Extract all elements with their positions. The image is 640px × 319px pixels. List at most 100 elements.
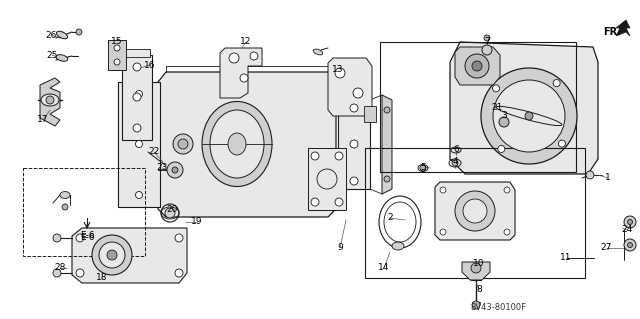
Circle shape	[472, 301, 480, 309]
Circle shape	[335, 152, 343, 160]
Circle shape	[627, 242, 632, 248]
Text: 2: 2	[387, 213, 393, 222]
Circle shape	[624, 239, 636, 251]
Circle shape	[53, 269, 61, 277]
Circle shape	[165, 208, 175, 218]
Circle shape	[172, 167, 178, 173]
Circle shape	[114, 59, 120, 65]
Circle shape	[136, 91, 143, 98]
Circle shape	[62, 204, 68, 210]
Polygon shape	[450, 42, 598, 174]
Circle shape	[240, 74, 248, 82]
Circle shape	[499, 117, 509, 127]
Text: 6: 6	[453, 145, 459, 154]
Circle shape	[335, 68, 345, 78]
Ellipse shape	[392, 242, 404, 250]
Circle shape	[178, 139, 188, 149]
Text: 22: 22	[148, 147, 159, 157]
Polygon shape	[220, 48, 262, 98]
Circle shape	[136, 140, 143, 147]
Text: 21: 21	[492, 102, 502, 112]
Text: 25: 25	[46, 50, 58, 60]
Polygon shape	[72, 228, 187, 283]
Ellipse shape	[228, 133, 246, 155]
Circle shape	[133, 93, 141, 101]
Text: 8: 8	[476, 286, 482, 294]
Circle shape	[420, 165, 426, 171]
Text: 20: 20	[166, 205, 178, 214]
Circle shape	[76, 234, 84, 242]
Ellipse shape	[60, 191, 70, 198]
Polygon shape	[435, 182, 515, 240]
Polygon shape	[40, 78, 60, 126]
Bar	[308, 148, 346, 210]
Circle shape	[99, 242, 125, 268]
Text: 23: 23	[156, 164, 168, 173]
Circle shape	[76, 269, 84, 277]
Circle shape	[472, 61, 482, 71]
Bar	[338, 100, 370, 189]
Text: E-6: E-6	[80, 231, 94, 240]
Circle shape	[471, 263, 481, 273]
Circle shape	[504, 187, 510, 193]
Circle shape	[350, 177, 358, 185]
Polygon shape	[158, 72, 336, 217]
Circle shape	[136, 191, 143, 198]
Circle shape	[53, 234, 61, 242]
Circle shape	[46, 96, 54, 104]
Circle shape	[553, 79, 560, 86]
Text: 14: 14	[378, 263, 390, 272]
Circle shape	[92, 235, 132, 275]
Ellipse shape	[41, 94, 59, 106]
Text: FR.: FR.	[603, 27, 621, 37]
Polygon shape	[382, 95, 392, 194]
Text: 5: 5	[420, 162, 426, 172]
Text: 11: 11	[560, 254, 572, 263]
Circle shape	[493, 80, 565, 152]
Circle shape	[107, 250, 117, 260]
Circle shape	[484, 35, 490, 41]
Circle shape	[493, 85, 500, 92]
Bar	[23, 168, 145, 256]
Text: 1: 1	[605, 174, 611, 182]
Bar	[108, 40, 126, 70]
Text: 18: 18	[96, 273, 108, 283]
Circle shape	[481, 68, 577, 164]
Text: 3: 3	[501, 110, 507, 120]
Circle shape	[463, 199, 487, 223]
Text: 28: 28	[54, 263, 66, 272]
Ellipse shape	[313, 49, 323, 55]
Text: 9: 9	[337, 243, 343, 253]
Circle shape	[175, 234, 183, 242]
Ellipse shape	[56, 55, 68, 61]
Circle shape	[384, 176, 390, 182]
Polygon shape	[462, 262, 490, 280]
Text: E-6: E-6	[80, 234, 94, 242]
Circle shape	[452, 160, 458, 166]
Text: 27: 27	[600, 243, 612, 253]
Circle shape	[311, 152, 319, 160]
Circle shape	[586, 171, 594, 179]
Circle shape	[559, 140, 565, 147]
Circle shape	[353, 88, 363, 98]
Circle shape	[311, 198, 319, 206]
Circle shape	[384, 107, 390, 113]
Text: 24: 24	[621, 226, 632, 234]
Bar	[365, 148, 585, 278]
Text: 26: 26	[45, 31, 57, 40]
Text: 13: 13	[332, 65, 344, 75]
Polygon shape	[328, 58, 372, 116]
Ellipse shape	[202, 101, 272, 187]
Circle shape	[498, 145, 505, 152]
Circle shape	[627, 219, 632, 225]
Text: 8V43-80100F: 8V43-80100F	[470, 303, 526, 313]
Circle shape	[525, 112, 533, 120]
Text: 19: 19	[191, 218, 203, 226]
Text: 17: 17	[37, 115, 49, 124]
Circle shape	[482, 45, 492, 55]
Circle shape	[167, 162, 183, 178]
Circle shape	[624, 216, 636, 228]
Text: 16: 16	[144, 61, 156, 70]
Circle shape	[350, 104, 358, 112]
Circle shape	[440, 229, 446, 235]
